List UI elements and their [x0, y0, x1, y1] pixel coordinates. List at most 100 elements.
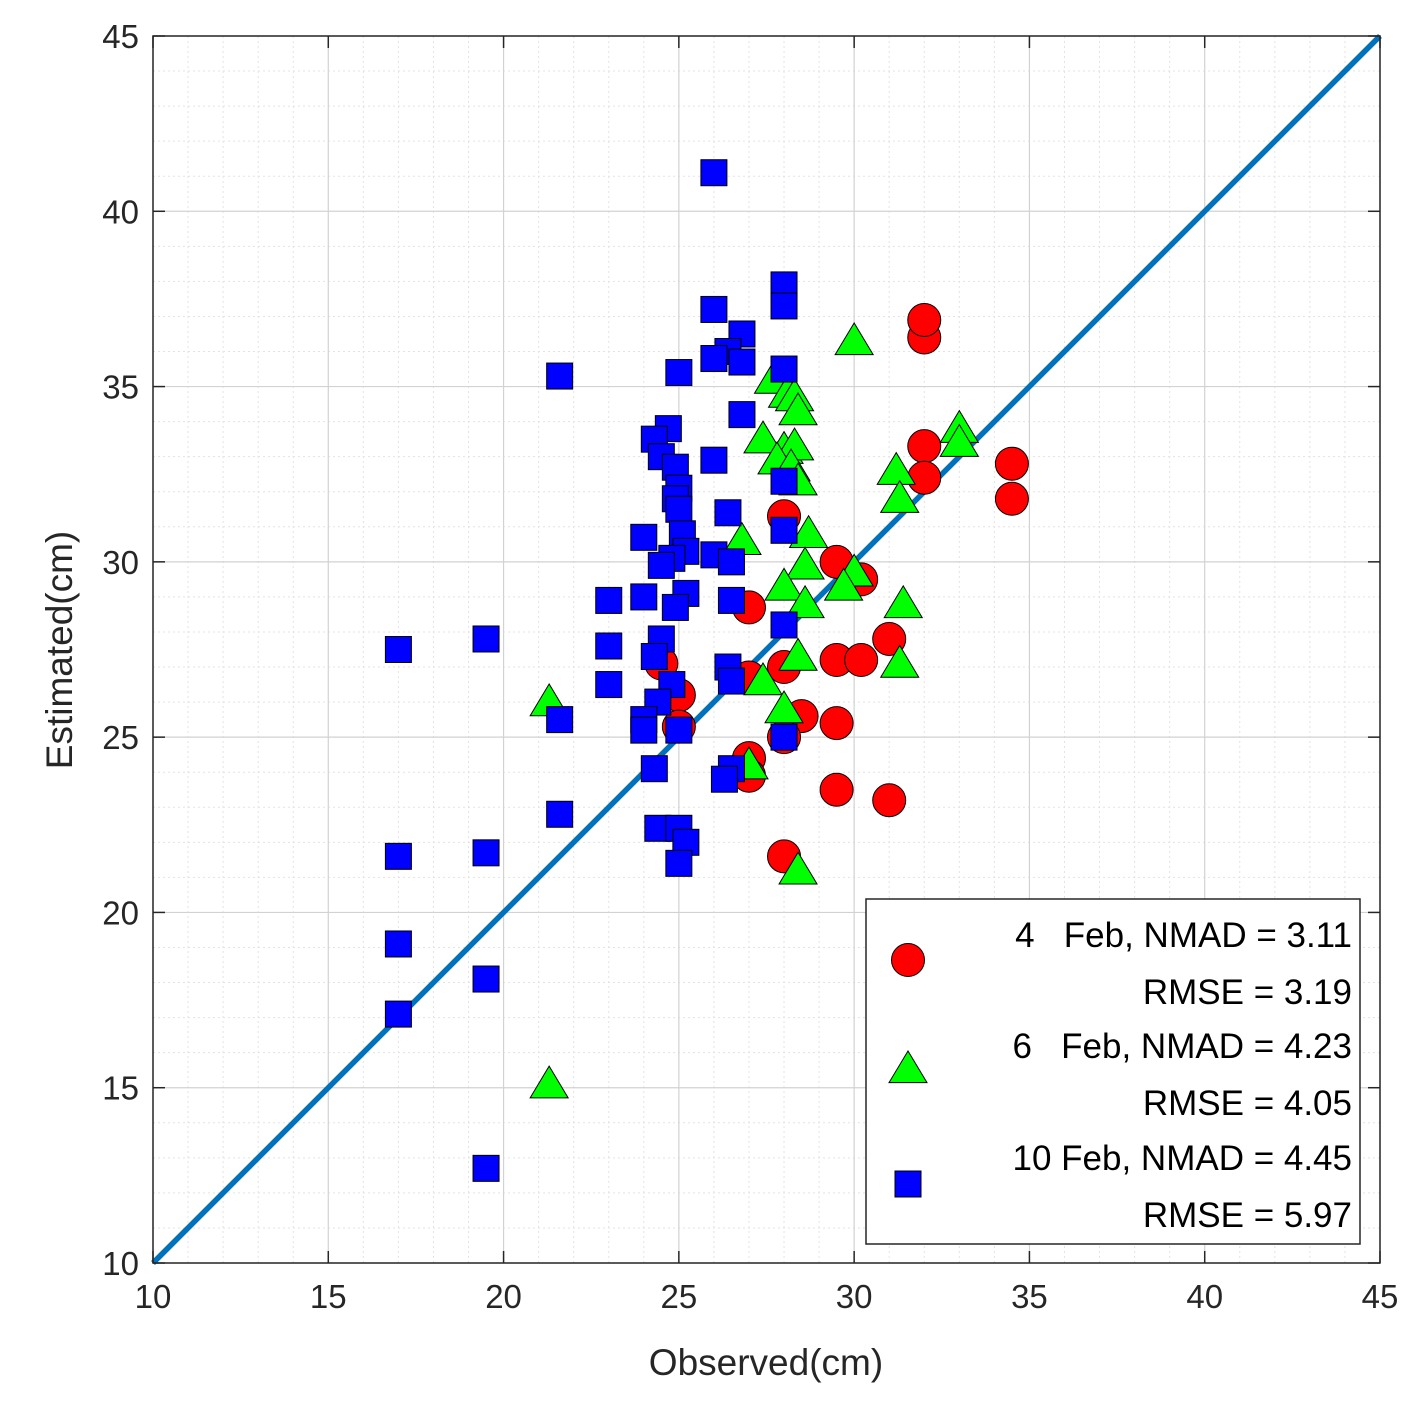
legend-10feb-rmse: RMSE = 5.97 [1143, 1196, 1352, 1235]
data-point-circle [907, 429, 942, 464]
data-point-square [700, 159, 728, 187]
data-point-square [770, 611, 798, 639]
data-point-square [700, 345, 728, 373]
y-tick-label: 25 [102, 719, 139, 756]
x-tick-label: 40 [1186, 1278, 1223, 1315]
data-point-circle [907, 460, 942, 495]
legend-marker-circle [891, 943, 925, 977]
data-point-square [472, 965, 500, 993]
data-point-square [384, 1000, 412, 1028]
data-point-square [384, 842, 412, 870]
data-point-square [700, 446, 728, 474]
axis-ticks [152, 35, 1381, 1264]
data-point-triangle [743, 662, 783, 696]
data-point-square [640, 643, 668, 671]
series-10-feb [384, 159, 798, 1182]
plot-frame [152, 35, 1381, 1264]
data-point-triangle [876, 451, 917, 485]
data-point-triangle [785, 584, 825, 619]
data-point-square [770, 516, 798, 544]
data-point-square [472, 625, 500, 653]
legend-6feb-nmad: 6 Feb, NMAD = 4.23 [1013, 1027, 1352, 1066]
data-points [384, 159, 1029, 1182]
data-point-triangle [785, 546, 825, 580]
x-tick-label: 45 [1362, 1278, 1399, 1315]
legend-4feb-rmse: RMSE = 3.19 [1143, 973, 1352, 1012]
y-tick-label: 20 [102, 894, 139, 931]
data-point-square [710, 765, 738, 793]
data-point-triangle [743, 420, 783, 454]
data-point-triangle [778, 392, 818, 426]
data-point-square [546, 800, 574, 828]
y-tick-label: 45 [102, 18, 139, 55]
data-point-square [770, 355, 798, 383]
legend-marker-square [894, 1170, 922, 1198]
data-point-square [728, 401, 756, 429]
x-tick-label: 25 [660, 1278, 697, 1315]
data-point-circle [872, 621, 907, 656]
data-point-square [595, 586, 623, 614]
axis-tick-labels: 10 15 20 25 30 35 40 45 10 15 20 25 30 35 40 45 [102, 18, 1398, 1315]
y-tick-label: 35 [102, 369, 139, 406]
data-point-triangle [778, 851, 818, 885]
data-point-square [700, 295, 728, 323]
data-point-triangle [823, 567, 864, 601]
data-point-square [630, 583, 658, 611]
y-tick-label: 40 [102, 193, 139, 230]
data-point-triangle [883, 584, 924, 619]
data-point-triangle [879, 479, 920, 513]
data-point-square [665, 495, 693, 523]
data-point-square [595, 632, 623, 660]
data-point-square [770, 292, 798, 320]
legend-marker-triangle [888, 1049, 928, 1084]
data-point-square [665, 716, 693, 744]
data-point-triangle [764, 567, 804, 601]
data-point-square [770, 723, 798, 751]
data-point-circle [819, 706, 854, 741]
x-axis-title: Observed(cm) [649, 1342, 883, 1383]
legend-6feb-rmse: RMSE = 4.05 [1143, 1084, 1352, 1123]
data-point-circle [844, 643, 879, 678]
data-point-circle [819, 772, 854, 807]
data-point-triangle [939, 423, 980, 457]
data-point-triangle [529, 1065, 570, 1099]
data-point-triangle [788, 514, 829, 548]
legend-box [865, 898, 1361, 1245]
x-tick-label: 10 [135, 1278, 172, 1315]
reference-line-1to1 [151, 34, 1382, 1265]
data-point-square [717, 667, 745, 695]
data-point-square [384, 930, 412, 958]
data-point-square [546, 362, 574, 390]
data-point-square [728, 320, 756, 348]
data-point-square [595, 671, 623, 699]
data-point-square [472, 1154, 500, 1182]
data-point-square [640, 755, 668, 783]
data-point-square [717, 586, 745, 614]
legend: 4 Feb, NMAD = 3.11 RMSE = 3.19 6 Feb, NM… [865, 898, 1361, 1245]
data-point-square [665, 359, 693, 387]
data-point-square [647, 551, 675, 579]
legend-4feb-nmad: 4 Feb, NMAD = 3.11 [1015, 916, 1352, 955]
data-point-triangle [778, 637, 818, 671]
x-tick-label: 20 [485, 1278, 522, 1315]
data-point-circle [872, 783, 907, 818]
reference-line-layer [151, 34, 1382, 1265]
x-tick-label: 30 [836, 1278, 873, 1315]
y-tick-label: 10 [102, 1245, 139, 1282]
y-tick-label: 15 [102, 1070, 139, 1107]
legend-10feb-nmad: 10 Feb, NMAD = 4.45 [1013, 1139, 1352, 1178]
data-point-triangle [879, 644, 920, 678]
data-point-square [665, 849, 693, 877]
data-point-square [630, 523, 658, 551]
x-tick-label: 35 [1011, 1278, 1048, 1315]
data-point-square [630, 716, 658, 744]
data-point-square [770, 467, 798, 495]
data-point-triangle [764, 690, 804, 724]
data-point-triangle [834, 321, 875, 356]
legend-markers [888, 943, 928, 1198]
data-point-square [546, 706, 574, 734]
y-axis-title: Estimated(cm) [39, 531, 80, 769]
y-tick-label: 30 [102, 544, 139, 581]
data-point-square [384, 636, 412, 663]
